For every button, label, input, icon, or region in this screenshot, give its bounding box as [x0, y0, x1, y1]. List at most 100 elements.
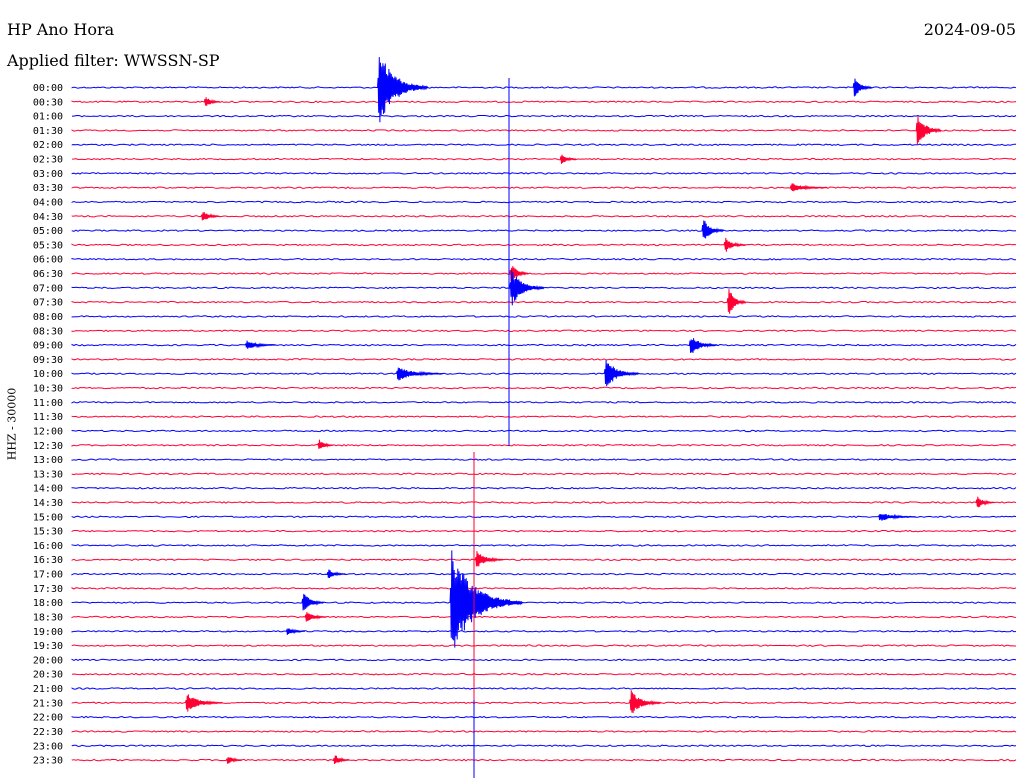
tick-label: 12:00	[33, 426, 63, 437]
station-title: HP Ano Hora	[7, 20, 115, 39]
tick-label: 15:00	[33, 512, 63, 523]
trace-row	[71, 401, 1017, 404]
seismic-event	[301, 593, 324, 611]
trace-row	[71, 715, 1017, 719]
seismic-event	[603, 360, 639, 387]
tick-label: 00:00	[33, 83, 63, 94]
trace-row	[71, 386, 1017, 390]
tick-label: 08:00	[33, 312, 63, 323]
tick-label: 00:30	[33, 97, 63, 108]
trace-row	[71, 186, 1017, 189]
seismic-event	[317, 439, 334, 449]
trace-row	[71, 687, 1017, 690]
trace-row	[72, 114, 1017, 118]
tick-label: 11:00	[33, 398, 63, 409]
tick-label: 13:00	[33, 455, 63, 466]
tick-label: 19:00	[33, 627, 63, 638]
seismic-event	[396, 367, 444, 381]
trace-row	[71, 329, 1017, 333]
trace-row	[71, 257, 1017, 261]
tick-label: 20:00	[33, 655, 63, 666]
trace-row	[71, 672, 1017, 676]
tick-label: 18:30	[33, 612, 63, 623]
tick-label: 16:00	[33, 541, 63, 552]
seismic-event	[723, 237, 746, 252]
tick-label: 20:30	[33, 670, 63, 681]
seismic-event	[474, 551, 504, 567]
seismic-event	[509, 270, 545, 306]
trace-row	[71, 200, 1017, 204]
tick-label: 03:00	[33, 169, 63, 180]
date-label: 2024-09-05	[923, 20, 1016, 39]
tick-label: 03:30	[33, 183, 63, 194]
tick-label: 04:00	[33, 197, 63, 208]
trace-row	[71, 100, 1017, 104]
trace-row	[71, 229, 1017, 232]
trace-row	[71, 758, 1017, 762]
tick-label: 10:00	[33, 369, 63, 380]
seismic-event	[200, 211, 221, 221]
trace-row	[71, 372, 1017, 375]
trace-row	[71, 472, 1017, 476]
tick-label: 08:30	[33, 326, 63, 337]
tick-label: 10:30	[33, 384, 63, 395]
tick-label: 01:30	[33, 126, 63, 137]
trace-row	[71, 529, 1017, 533]
trace-row	[71, 501, 1017, 504]
tick-label: 16:30	[33, 555, 63, 566]
seismic-event	[184, 694, 223, 712]
trace-row	[71, 515, 1017, 519]
trace-row	[71, 587, 1017, 590]
tick-label: 05:30	[33, 240, 63, 251]
tick-label: 22:00	[33, 713, 63, 724]
tick-label: 23:00	[33, 741, 63, 752]
seismic-event	[688, 338, 718, 353]
tick-label: 14:00	[33, 484, 63, 495]
trace-row	[71, 143, 1016, 146]
tick-label: 06:00	[33, 255, 63, 266]
tick-label: 09:30	[33, 355, 63, 366]
trace-row	[71, 215, 1017, 218]
trace-row	[71, 458, 1017, 461]
tick-label: 15:30	[33, 527, 63, 538]
trace-row	[71, 272, 1017, 275]
seismic-event	[244, 340, 277, 349]
tick-label: 07:30	[33, 298, 63, 309]
tick-label: 23:30	[33, 756, 63, 767]
trace-row	[71, 300, 1017, 304]
tick-label: 05:00	[33, 226, 63, 237]
trace-row	[71, 558, 1017, 561]
trace-row	[71, 429, 1017, 433]
trace-row	[71, 701, 1017, 705]
tick-label: 02:30	[33, 155, 63, 166]
seismic-event	[629, 690, 662, 714]
tick-label: 02:00	[33, 140, 63, 151]
tick-label: 21:30	[33, 698, 63, 709]
seismic-event	[449, 550, 523, 648]
tick-label: 18:00	[33, 598, 63, 609]
seismic-event	[726, 289, 747, 314]
trace-row	[71, 730, 1017, 733]
trace-row	[71, 744, 1017, 748]
trace-row	[71, 630, 1017, 633]
tick-label: 21:00	[33, 684, 63, 695]
seismic-event	[377, 57, 428, 123]
tick-label: 07:00	[33, 283, 63, 294]
seismic-event	[701, 220, 724, 239]
trace-row	[71, 86, 1017, 89]
trace-row	[71, 129, 1017, 132]
seismic-traces	[71, 57, 1017, 778]
trace-row	[71, 415, 1017, 418]
trace-row	[71, 658, 1017, 662]
time-tick-labels: 00:00 00:30 01:00 01:30 02:00 02:30 03:00 03:30…	[33, 83, 63, 767]
seismic-event	[509, 266, 529, 283]
trace-row	[71, 486, 1017, 490]
seismic-event	[304, 612, 327, 622]
tick-label: 17:00	[33, 570, 63, 581]
filter-label: Applied filter: WWSSN-SP	[7, 51, 220, 70]
seismic-event	[559, 154, 577, 164]
seismic-event	[915, 115, 942, 146]
tick-label: 12:30	[33, 441, 63, 452]
trace-row	[71, 315, 1017, 318]
